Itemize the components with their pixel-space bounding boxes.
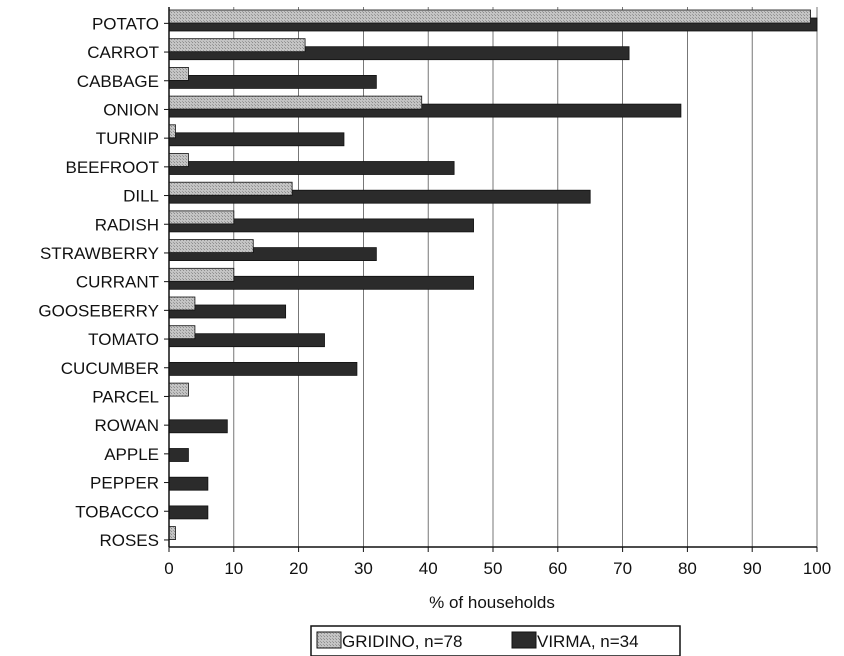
category-label-radish: RADISH: [95, 215, 159, 234]
category-label-currant: CURRANT: [76, 273, 159, 292]
bar-virma-pepper: [168, 476, 209, 491]
x-tick-label-50: 50: [484, 559, 503, 578]
category-label-cabbage: CABBAGE: [77, 72, 159, 91]
category-label-cucumber: CUCUMBER: [61, 359, 159, 378]
category-label-tomato: TOMATO: [88, 330, 159, 349]
x-axis-title: % of households: [429, 593, 555, 612]
x-tick-label-0: 0: [164, 559, 173, 578]
x-tick-label-20: 20: [289, 559, 308, 578]
x-tick-label-30: 30: [354, 559, 373, 578]
x-tick-label-60: 60: [548, 559, 567, 578]
bar-gridino-potato: [168, 9, 811, 24]
legend-label-gridino: GRIDINO, n=78: [342, 632, 462, 651]
category-label-gooseberry: GOOSEBERRY: [38, 301, 159, 320]
x-tick-label-80: 80: [678, 559, 697, 578]
legend-box: [310, 625, 681, 656]
category-label-parcel: PARCEL: [92, 387, 159, 406]
x-tick-label-10: 10: [224, 559, 243, 578]
x-tick-label-70: 70: [613, 559, 632, 578]
bar-gridino-strawberry: [168, 239, 254, 254]
bar-gridino-tomato: [168, 325, 196, 340]
legend-label-virma: VIRMA, n=34: [537, 632, 639, 651]
x-tick-labels: 0 10 20 30 40 50 60 70 80 90 100: [164, 559, 831, 578]
bar-virma-tobacco: [168, 505, 209, 520]
bar-gridino-dill: [168, 181, 293, 196]
axes: [164, 7, 818, 552]
bar-virma-cabbage: [168, 75, 377, 89]
category-label-strawberry: STRAWBERRY: [40, 244, 159, 263]
category-label-potato: POTATO: [92, 14, 159, 33]
x-tick-label-90: 90: [743, 559, 762, 578]
x-tick-label-100: 100: [803, 559, 831, 578]
category-label-roses: ROSES: [99, 531, 159, 550]
bar-virma-cucumber: [168, 361, 358, 376]
legend-swatch-virma: [511, 631, 537, 649]
bar-gridino-onion: [168, 95, 423, 110]
bar-virma-rowan: [168, 419, 228, 434]
category-label-pepper: PEPPER: [90, 474, 159, 493]
category-label-carrot: CARROT: [87, 43, 159, 62]
bar-gridino-beefroot: [168, 153, 189, 167]
category-label-dill: DILL: [123, 187, 159, 206]
category-label-beefroot: BEEFROOT: [65, 158, 159, 177]
bars: [168, 9, 818, 540]
bar-gridino-radish: [168, 210, 235, 225]
category-label-rowan: ROWAN: [94, 416, 159, 435]
legend-swatch-gridino: [316, 631, 342, 649]
bar-gridino-gooseberry: [168, 296, 196, 311]
bar-gridino-cabbage: [168, 67, 189, 81]
category-label-apple: APPLE: [104, 445, 159, 464]
bar-gridino-carrot: [168, 38, 306, 53]
legend: GRIDINO, n=78 VIRMA, n=34: [310, 625, 681, 656]
category-labels: POTATO CARROT CABBAGE ONION TURNIP BEEFROOT DI…: [38, 14, 159, 550]
bar-virma-apple: [168, 448, 189, 462]
category-label-tobacco: TOBACCO: [75, 502, 159, 521]
bar-virma-turnip: [168, 132, 345, 147]
x-tick-label-40: 40: [419, 559, 438, 578]
category-label-onion: ONION: [103, 100, 159, 119]
bar-gridino-roses: [168, 526, 176, 540]
bar-virma-beefroot: [168, 161, 455, 175]
category-label-turnip: TURNIP: [96, 129, 159, 148]
bar-gridino-turnip: [168, 124, 176, 139]
bar-gridino-currant: [168, 267, 235, 282]
bar-gridino-parcel: [168, 382, 189, 397]
